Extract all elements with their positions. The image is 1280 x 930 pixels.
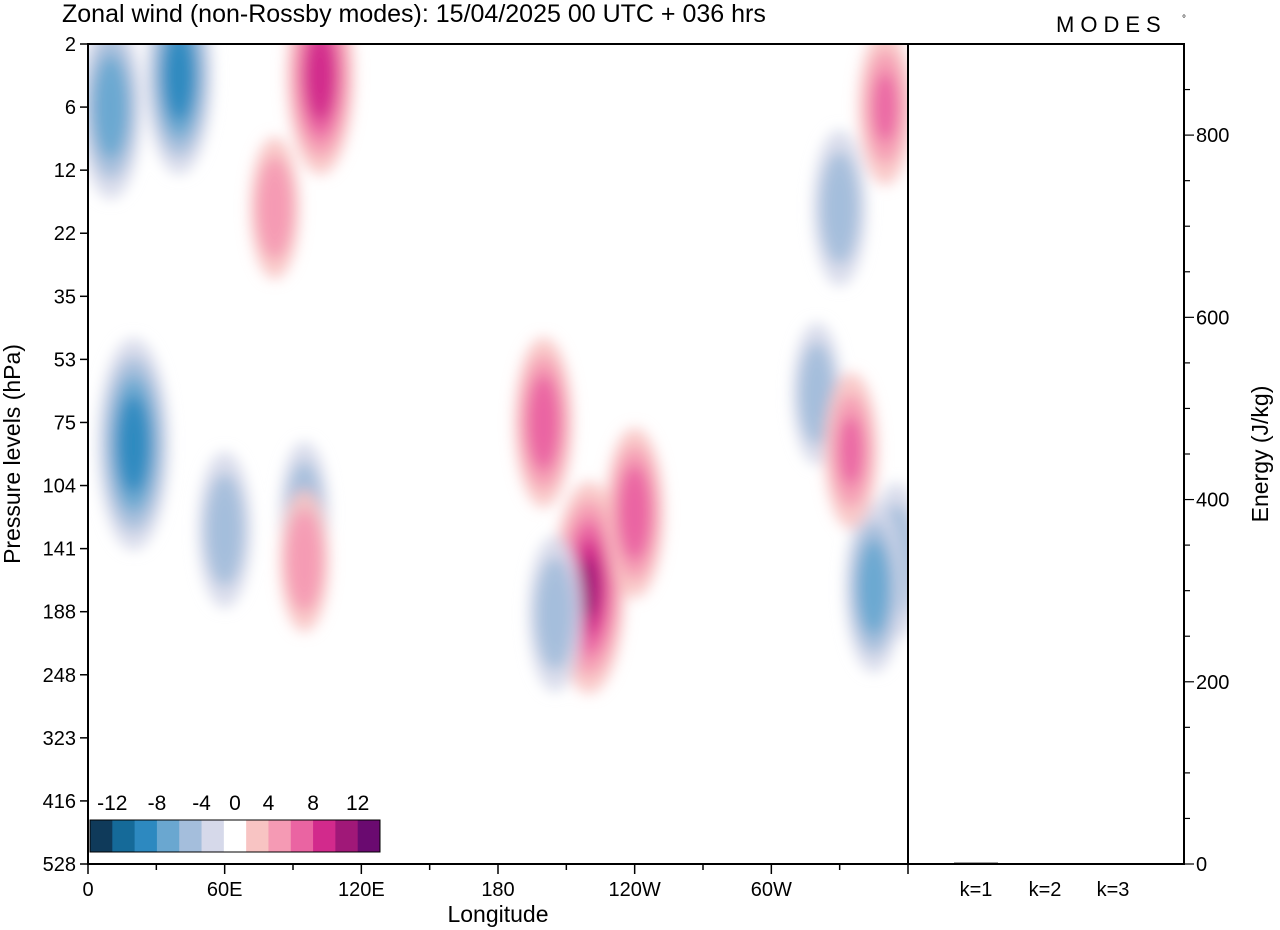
energy-tick-label: 600: [1196, 307, 1229, 329]
heatmap-field: [88, 44, 908, 694]
wind-feature-2: [123, 413, 144, 475]
wind-feature-13: [805, 362, 829, 426]
y-tick-label: 35: [54, 286, 76, 308]
colorbar-swatch: [357, 820, 381, 852]
chart-title: Zonal wind (non-Rossby modes): 15/04/202…: [62, 0, 766, 28]
x-axis: 0 60E 120E 180 120W 60W: [82, 864, 909, 901]
y-tick-label: 528: [43, 854, 76, 876]
wind-feature-6: [263, 176, 286, 240]
energy-axis-label: Energy (J/kg): [1247, 386, 1273, 523]
brand-mark: °: [1182, 14, 1186, 25]
energy-bars: [954, 862, 1135, 865]
energy-tick-label: 200: [1196, 672, 1229, 694]
x-tick-label: 0: [82, 879, 93, 901]
y-axis-label: Pressure levels (hPa): [0, 344, 25, 564]
x-tick-label: 60W: [751, 879, 792, 901]
colorbar-swatch: [290, 820, 314, 852]
wind-feature-17: [873, 72, 898, 142]
wind-feature-11: [542, 579, 568, 649]
energy-category-label: k=3: [1097, 879, 1130, 901]
wind-feature-8: [533, 392, 554, 453]
wind-feature-1: [99, 75, 122, 140]
colorbar-border: [89, 819, 381, 853]
y-tick-label: 6: [65, 97, 76, 119]
colorbar-swatch: [335, 820, 359, 852]
wind-anomaly-field: [88, 44, 908, 694]
brand-name: MODES: [1056, 12, 1167, 37]
wind-feature-7: [293, 529, 316, 593]
y-tick-label: 12: [54, 160, 76, 182]
y-tick-label: 2: [65, 34, 76, 56]
energy-bar-k=2: [1023, 863, 1067, 865]
colorbar-swatch: [90, 820, 113, 852]
colorbar-swatch: [268, 820, 292, 852]
colorbar-swatch: [112, 820, 136, 852]
energy-bar-k=1: [954, 862, 998, 865]
x-axis-label: Longitude: [447, 901, 548, 927]
colorbar-label: -4: [192, 792, 211, 815]
wind-feature-12: [827, 173, 852, 243]
y-tick-label: 75: [54, 412, 76, 434]
x-tick-label: 120W: [609, 879, 661, 901]
x-tick-label: 120E: [338, 879, 385, 901]
colorbar-label: -12: [97, 792, 127, 815]
heatmap-frame: [87, 43, 909, 865]
energy-tick-label: 800: [1196, 125, 1229, 147]
energy-category-label: k=1: [960, 879, 993, 901]
colorbar: -12 -8 -4 0 4 8 12: [89, 792, 381, 853]
y-tick-label: 323: [43, 728, 76, 750]
colorbar-swatch: [179, 820, 203, 852]
x-tick-label: 60E: [207, 879, 243, 901]
colorbar-swatch: [201, 820, 225, 852]
colorbar-label: 4: [263, 792, 275, 815]
y-tick-label: 104: [43, 476, 76, 498]
wind-feature-15: [863, 557, 885, 618]
colorbar-label: 12: [346, 792, 369, 815]
energy-tick-label: 0: [1196, 854, 1207, 876]
energy-x-axis: k=1 k=2 k=3: [960, 879, 1130, 901]
y-tick-label: 188: [43, 602, 76, 624]
colorbar-swatch: [134, 820, 158, 852]
wind-feature-10: [624, 483, 645, 543]
y-tick-label: 416: [43, 791, 76, 813]
colorbar-swatch: [246, 820, 269, 852]
energy-y-axis: 0 200 400 600 800: [1184, 88, 1229, 876]
energy-frame: [907, 43, 1185, 865]
wind-feature-9: [578, 557, 600, 618]
colorbar-swatch: [313, 820, 336, 852]
energy-bar-k=3: [1091, 863, 1135, 865]
x-tick-label: 180: [481, 879, 514, 901]
y-tick-label: 141: [43, 539, 76, 561]
modes-logo: MODES °: [1056, 12, 1186, 37]
energy-tick-label: 400: [1196, 490, 1229, 512]
y-tick-label: 22: [54, 223, 76, 245]
colorbar-label: 8: [307, 792, 319, 815]
energy-panel: 0 200 400 600 800 k=1 k=2 k=3 Energy (J/kg): [907, 43, 1273, 901]
colorbar-swatch: [223, 820, 247, 852]
colorbar-swatch: [156, 820, 180, 852]
y-tick-label: 53: [54, 349, 76, 371]
wind-feature-16: [838, 416, 864, 486]
wind-feature-5: [310, 47, 330, 104]
colorbar-label: -8: [148, 792, 167, 815]
energy-category-label: k=2: [1029, 879, 1062, 901]
y-tick-label: 248: [43, 665, 76, 687]
colorbar-label: 0: [229, 792, 241, 815]
wind-feature-3: [212, 495, 237, 565]
y-axis: 2 6 12 22 35 53 75 104 141 188 248 323 416 528: [43, 34, 88, 876]
wind-feature-0: [169, 47, 189, 104]
heatmap-panel: 0 60E 120E 180 120W 60W 2 6 12 22 35 53 75 104 141 188…: [0, 34, 909, 927]
